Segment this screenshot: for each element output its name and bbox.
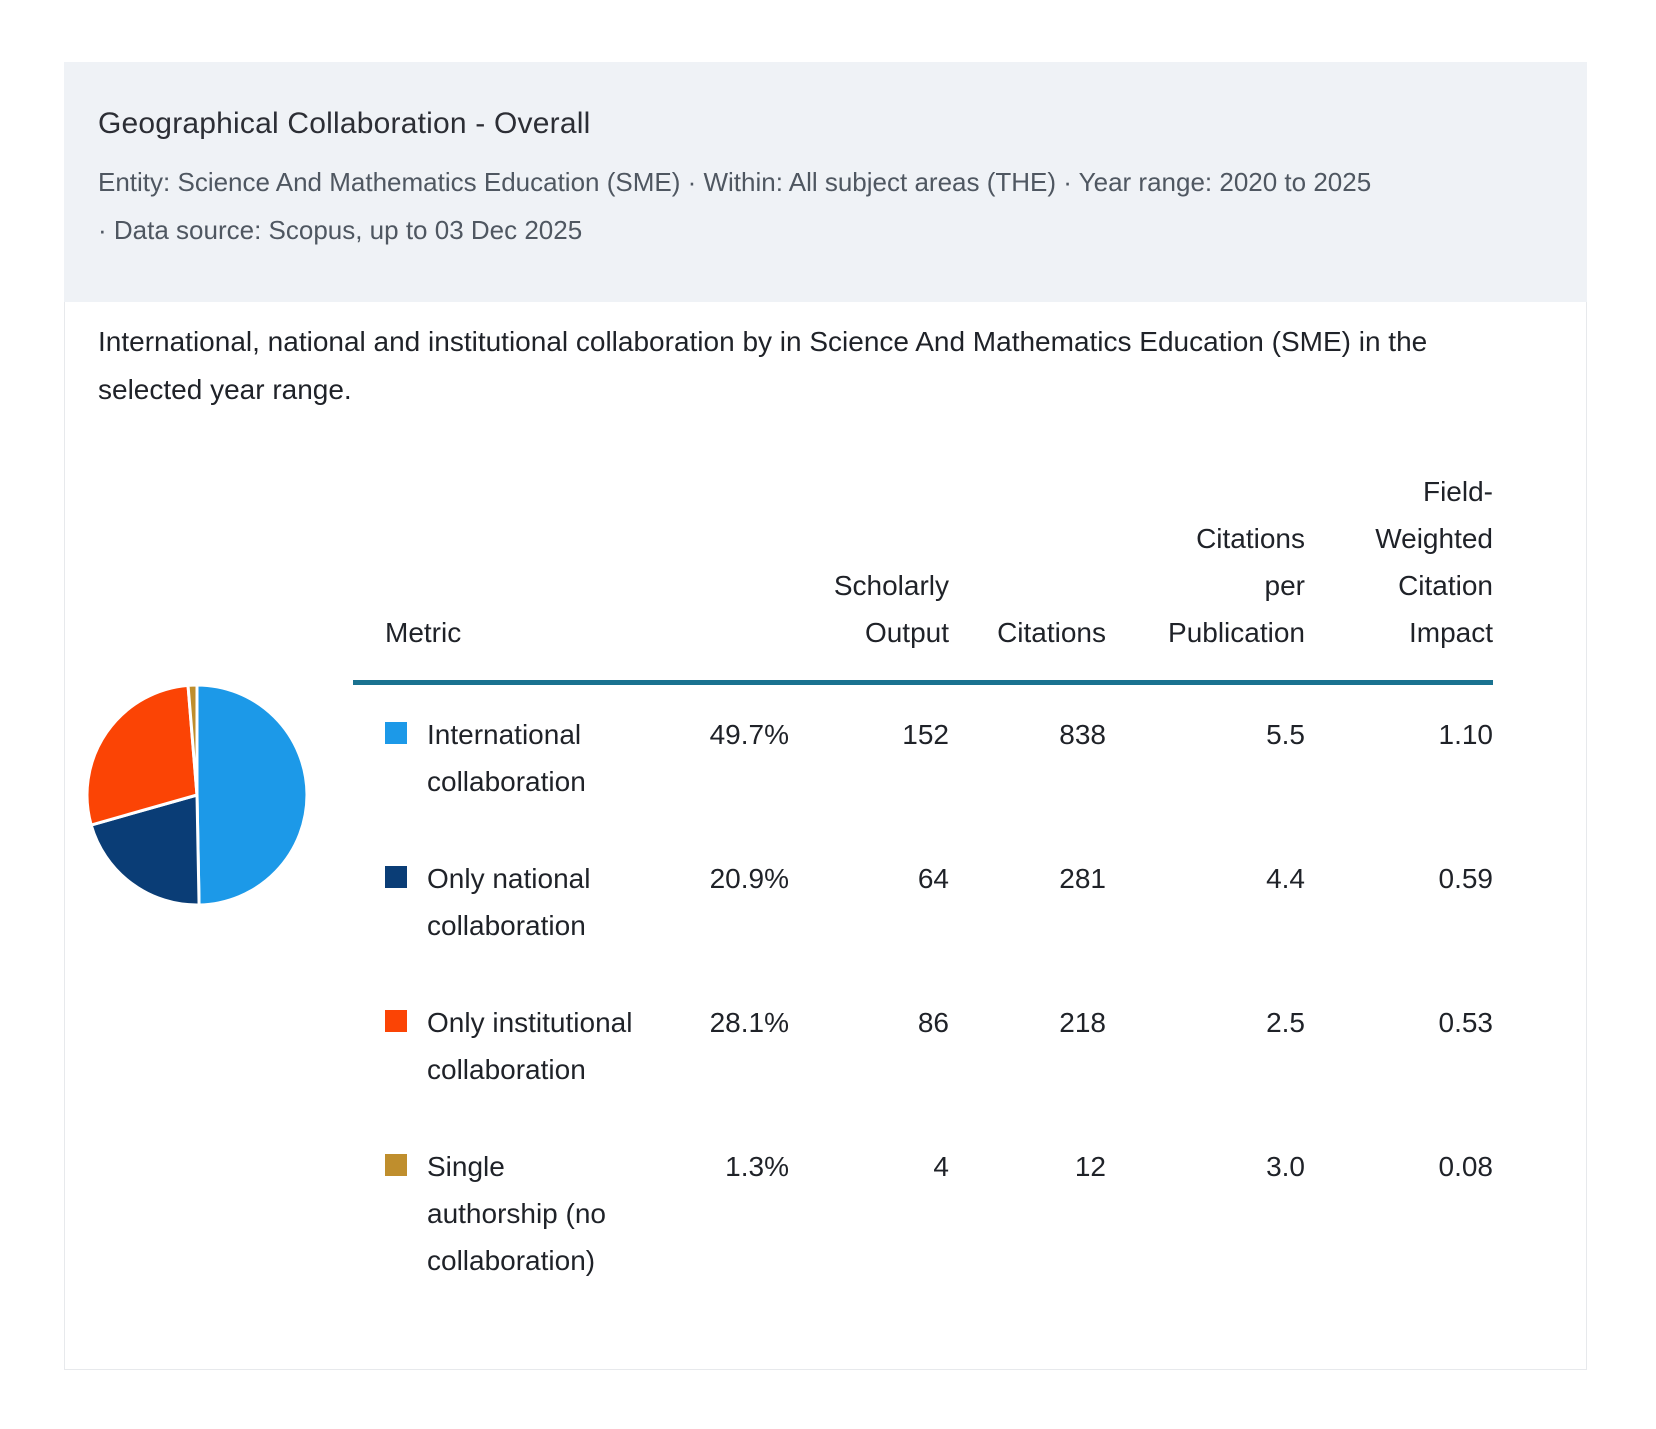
table-row: Only national collaboration 20.9% 64 281 4.4… [353,829,1493,973]
column-header-citations: Citations [949,609,1106,656]
table-row: Single authorship (no collaboration) 1.3%… [353,1117,1493,1308]
column-header-metric: Metric [353,609,685,656]
metric-value-citations: 838 [1059,719,1106,750]
metric-value-citations_per_publication: 2.5 [1266,1007,1305,1038]
metric-value-share: 20.9% [709,863,789,894]
metric-value-fwci: 0.08 [1438,1151,1494,1182]
metric-value-share: 1.3% [725,1151,789,1182]
table-body: International collaboration 49.7% 152 838 5.… [353,685,1493,1308]
metric-label-cell: Only national collaboration [353,855,685,949]
column-header-scholarly-output: Scholarly Output [789,562,949,656]
metric-value-citations_per_publication: 3.0 [1266,1151,1305,1182]
metric-value-fwci: 0.53 [1438,1007,1494,1038]
metric-value-share: 49.7% [709,719,789,750]
column-header-label: Citations [997,617,1106,648]
column-header-label: Scholarly Output [833,570,949,648]
pie-slice-only-national-collaboration [89,793,201,907]
legend-swatch [385,866,407,888]
metric-value-scholarly_output: 4 [933,1151,949,1182]
metric-label: Only institutional collaboration [427,1007,633,1085]
metric-label: Single authorship (no collaboration) [427,1151,607,1276]
metric-value-citations_per_publication: 4.4 [1266,863,1305,894]
metric-value-citations: 218 [1059,1007,1106,1038]
legend-swatch [385,722,407,744]
pie-slice-only-institutional-collaboration [85,683,199,827]
metric-value-scholarly_output: 152 [902,719,949,750]
report-subtitle: Entity: Science And Mathematics Educatio… [98,158,1553,254]
metric-value-citations_per_publication: 5.5 [1266,719,1305,750]
metric-value-citations: 281 [1059,863,1106,894]
metric-label-cell: Only institutional collaboration [353,999,685,1093]
metric-value-scholarly_output: 64 [917,863,949,894]
metric-value-fwci: 1.10 [1438,719,1494,750]
table-row: Only institutional collaboration 28.1% 86 2… [353,973,1493,1117]
legend-swatch [385,1010,407,1032]
metric-value-citations: 12 [1074,1151,1106,1182]
metric-label-cell: International collaboration [353,711,685,805]
report-card-header: Geographical Collaboration - Overall Ent… [64,62,1587,302]
metric-value-scholarly_output: 86 [917,1007,949,1038]
column-header-label: Citations per Publication [1168,523,1305,648]
table-row: International collaboration 49.7% 152 838 5.… [353,685,1493,829]
metric-label-cell: Single authorship (no collaboration) [353,1143,685,1284]
column-header-share [685,609,789,656]
column-header-label: Field-Weighted Citation Impact [1375,476,1493,648]
report-subtitle-line1: Entity: Science And Mathematics Educatio… [98,167,1372,197]
collaboration-metrics-table: Metric Scholarly Output Citations Citations… [353,440,1493,1308]
metric-label: Only national collaboration [427,863,591,941]
column-header-label: Metric [385,617,462,648]
pie-slice-international-collaboration [195,683,309,907]
column-header-citations-per-publication: Citations per Publication [1106,515,1305,656]
pie-chart-svg [85,683,309,907]
page-title: Geographical Collaboration - Overall [98,107,591,140]
metric-value-share: 28.1% [709,1007,789,1038]
pie-slice-single-authorship-no-collaboration- [186,683,199,796]
column-header-field-weighted-citation-impact: Field-Weighted Citation Impact [1305,468,1493,656]
table-header-row: Metric Scholarly Output Citations Citations… [353,440,1493,685]
legend-swatch [385,1154,407,1176]
metric-label: International collaboration [427,719,586,797]
collaboration-pie-chart [84,682,310,908]
report-description: International, national and institutiona… [98,326,1428,405]
metric-value-fwci: 0.59 [1438,863,1494,894]
report-subtitle-line2: · Data source: Scopus, up to 03 Dec 2025 [98,215,583,245]
